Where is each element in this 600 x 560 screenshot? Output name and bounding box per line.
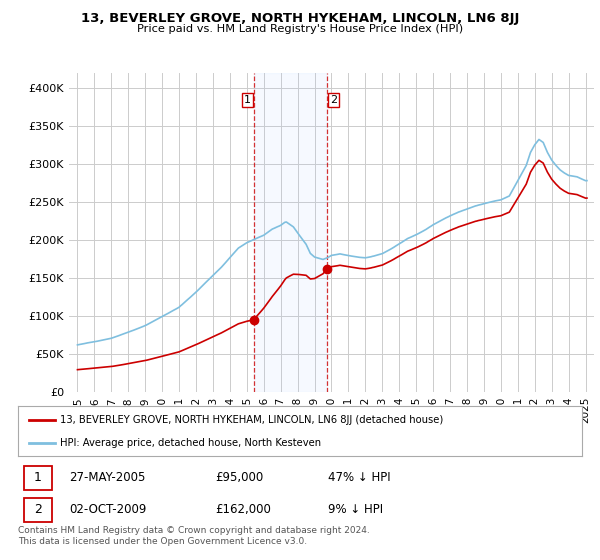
Text: 1: 1 <box>244 95 251 105</box>
Text: 9% ↓ HPI: 9% ↓ HPI <box>328 503 383 516</box>
FancyBboxPatch shape <box>23 466 52 490</box>
Text: 2: 2 <box>330 95 337 105</box>
FancyBboxPatch shape <box>23 498 52 522</box>
Text: 1: 1 <box>34 471 41 484</box>
Text: 47% ↓ HPI: 47% ↓ HPI <box>328 471 391 484</box>
Text: Price paid vs. HM Land Registry's House Price Index (HPI): Price paid vs. HM Land Registry's House … <box>137 24 463 34</box>
Text: HPI: Average price, detached house, North Kesteven: HPI: Average price, detached house, Nort… <box>60 438 322 448</box>
Text: 2: 2 <box>34 503 41 516</box>
Text: 13, BEVERLEY GROVE, NORTH HYKEHAM, LINCOLN, LN6 8JJ: 13, BEVERLEY GROVE, NORTH HYKEHAM, LINCO… <box>81 12 519 25</box>
Bar <box>254 73 327 392</box>
Text: Contains HM Land Registry data © Crown copyright and database right 2024.
This d: Contains HM Land Registry data © Crown c… <box>18 526 370 546</box>
Text: £162,000: £162,000 <box>215 503 271 516</box>
Text: £95,000: £95,000 <box>215 471 263 484</box>
Text: 13, BEVERLEY GROVE, NORTH HYKEHAM, LINCOLN, LN6 8JJ (detached house): 13, BEVERLEY GROVE, NORTH HYKEHAM, LINCO… <box>60 414 443 424</box>
Text: 27-MAY-2005: 27-MAY-2005 <box>69 471 145 484</box>
Text: 02-OCT-2009: 02-OCT-2009 <box>69 503 146 516</box>
